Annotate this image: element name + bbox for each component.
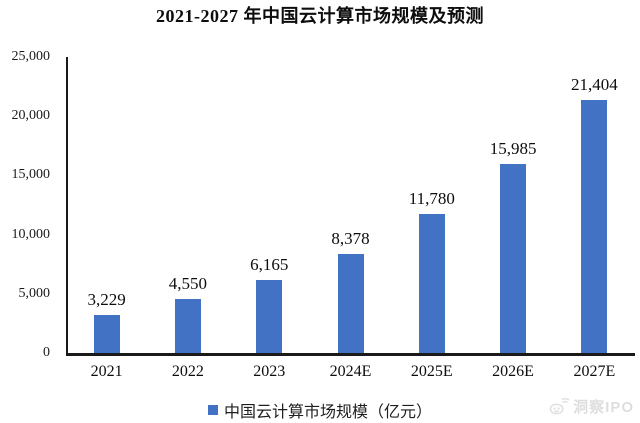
y-axis-tick-label: 10,000: [11, 226, 51, 242]
chart-title: 2021-2027 年中国云计算市场规模及预测: [156, 6, 484, 26]
y-axis-tick-label: 0: [43, 345, 50, 360]
legend-label: 中国云计算市场规模（亿元）: [223, 404, 432, 421]
bar-value-label: 3,229: [87, 290, 126, 309]
bar-value-label: 4,550: [168, 274, 208, 293]
bar-value-label: 8,378: [331, 229, 370, 248]
legend: 中国云计算市场规模（亿元）: [0, 398, 640, 422]
bar-value-label: 15,985: [489, 139, 537, 158]
bar-2022: [174, 299, 201, 353]
x-axis-category-label: 2022: [171, 363, 204, 380]
x-axis-category-label: 2021: [90, 363, 123, 380]
y-axis-tick-label: 25,000: [11, 49, 51, 64]
x-axis-category-label: 2026E: [492, 363, 534, 380]
watermark-logo-icon: [549, 397, 570, 414]
bar-value-label: 21,404: [570, 75, 618, 94]
watermark-text: 洞察IPO: [573, 399, 634, 416]
bar-2023: [256, 280, 283, 353]
watermark: 洞察IPO: [548, 396, 634, 417]
y-axis-tick-label: 5,000: [18, 285, 51, 301]
bar-2021: [93, 315, 120, 353]
x-axis-category-label: 2023: [253, 363, 286, 380]
bar-value-label: 11,780: [408, 189, 455, 208]
x-axis-line: [66, 353, 635, 356]
legend-swatch-icon: [207, 405, 218, 415]
x-axis-category-label: 2025E: [410, 363, 453, 380]
bar-2027E: [581, 100, 608, 353]
bar-2024E: [337, 254, 364, 353]
y-axis-tick-label: 20,000: [11, 108, 51, 124]
y-axis-line: [66, 57, 68, 355]
bar-2025E: [418, 214, 445, 353]
bar-2026E: [500, 164, 527, 353]
y-axis-tick-label: 15,000: [11, 167, 51, 183]
x-axis-category-label: 2027E: [573, 363, 616, 380]
bar-value-label: 6,165: [250, 255, 289, 274]
x-axis-category-label: 2024E: [329, 363, 372, 380]
